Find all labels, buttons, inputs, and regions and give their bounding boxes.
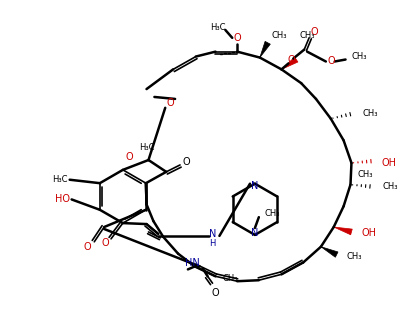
Text: O: O bbox=[84, 242, 91, 252]
Polygon shape bbox=[260, 41, 270, 57]
Text: O: O bbox=[328, 57, 336, 67]
Text: CH₃: CH₃ bbox=[362, 109, 378, 118]
Text: O: O bbox=[166, 98, 174, 108]
Text: O: O bbox=[288, 55, 295, 65]
Text: CH₃: CH₃ bbox=[222, 274, 238, 283]
Polygon shape bbox=[334, 227, 352, 235]
Text: N: N bbox=[251, 228, 258, 238]
Text: CH₃: CH₃ bbox=[382, 182, 398, 191]
Text: H₃C: H₃C bbox=[139, 143, 154, 152]
Text: H₃C: H₃C bbox=[52, 175, 68, 184]
Polygon shape bbox=[321, 247, 338, 257]
Text: CH₃: CH₃ bbox=[299, 31, 315, 40]
Text: OH: OH bbox=[361, 228, 376, 238]
Text: H: H bbox=[209, 239, 216, 248]
Text: CH₃: CH₃ bbox=[352, 52, 367, 61]
Text: O: O bbox=[212, 288, 219, 298]
Text: O: O bbox=[126, 152, 134, 162]
Text: CH₃: CH₃ bbox=[265, 209, 280, 218]
Text: O: O bbox=[182, 157, 190, 167]
Text: O: O bbox=[233, 33, 241, 43]
Text: O: O bbox=[101, 238, 109, 248]
Text: N: N bbox=[251, 181, 258, 191]
Text: H₃C: H₃C bbox=[210, 23, 225, 32]
Text: OH: OH bbox=[381, 158, 396, 168]
Text: CH₃: CH₃ bbox=[272, 31, 287, 40]
Text: CH₃: CH₃ bbox=[358, 170, 373, 179]
Text: CH₃: CH₃ bbox=[346, 252, 362, 261]
Text: HN: HN bbox=[186, 258, 200, 268]
Text: O: O bbox=[310, 27, 318, 37]
Text: N: N bbox=[209, 229, 216, 239]
Polygon shape bbox=[282, 57, 298, 69]
Text: HO: HO bbox=[55, 194, 70, 204]
